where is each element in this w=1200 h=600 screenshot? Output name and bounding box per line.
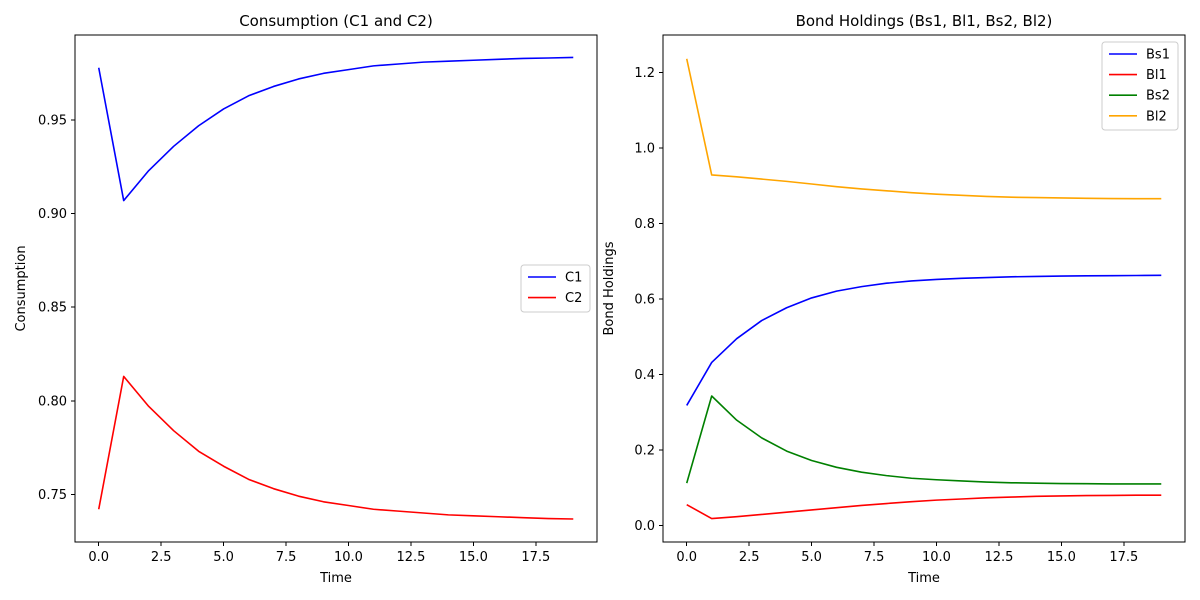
y-tick-label: 0.8 bbox=[634, 217, 655, 232]
legend-box bbox=[1101, 41, 1179, 131]
x-tick-label: 2.5 bbox=[739, 550, 760, 565]
y-tick-label: 0.80 bbox=[38, 394, 67, 409]
y-axis-label: Consumption bbox=[14, 245, 29, 331]
series-line-bs2 bbox=[685, 395, 1162, 485]
bond-holdings-chart: Bond Holdings (Bs1, Bl1, Bs2, Bl2) Time … bbox=[602, 12, 1186, 586]
series-line-c2 bbox=[97, 375, 574, 520]
legend-label: Bs2 bbox=[1146, 89, 1170, 104]
x-tick-label: 15.0 bbox=[1047, 550, 1076, 565]
x-tick-label: 12.5 bbox=[984, 550, 1013, 565]
y-tick-label: 1.2 bbox=[634, 66, 655, 81]
series-line-bl2 bbox=[685, 58, 1162, 200]
series-line-c1 bbox=[97, 56, 574, 202]
chart-title: Consumption (C1 and C2) bbox=[239, 12, 433, 30]
legend: Bs1 Bl1 Bs2 Bl2 bbox=[1101, 41, 1179, 131]
x-tick-label: 5.0 bbox=[213, 550, 234, 565]
axis-ticks: 0.0 2.5 5.0 7.5 10.0 12.5 15.0 17.5 0.0 0.2 0.4 0.6… bbox=[634, 66, 1138, 565]
x-tick-label: 7.5 bbox=[864, 550, 885, 565]
x-tick-label: 2.5 bbox=[151, 550, 172, 565]
y-tick-label: 0.75 bbox=[38, 488, 67, 503]
y-tick-label: 0.2 bbox=[634, 443, 655, 458]
x-tick-label: 7.5 bbox=[276, 550, 297, 565]
series-line-bs1 bbox=[686, 274, 1162, 406]
legend-label: Bl1 bbox=[1146, 68, 1167, 83]
y-tick-label: 0.90 bbox=[38, 207, 67, 222]
y-tick-label: 0.95 bbox=[38, 114, 67, 129]
x-tick-label: 10.0 bbox=[334, 550, 363, 565]
series-lines bbox=[685, 58, 1162, 520]
y-tick-label: 0.4 bbox=[634, 368, 655, 383]
series-lines bbox=[97, 56, 574, 520]
legend-label: C2 bbox=[565, 291, 582, 306]
axis-ticks: 0.0 2.5 5.0 7.5 10.0 12.5 15.0 17.5 0.75 0.80 0.85… bbox=[38, 114, 550, 565]
series-line-bl1 bbox=[686, 494, 1162, 520]
x-tick-label: 0.0 bbox=[676, 550, 697, 565]
y-tick-label: 1.0 bbox=[634, 142, 655, 157]
y-axis-label: Bond Holdings bbox=[602, 241, 617, 335]
chart-title: Bond Holdings (Bs1, Bl1, Bs2, Bl2) bbox=[796, 12, 1053, 30]
x-tick-label: 12.5 bbox=[396, 550, 425, 565]
x-tick-label: 10.0 bbox=[922, 550, 951, 565]
x-tick-label: 17.5 bbox=[521, 550, 550, 565]
x-tick-label: 5.0 bbox=[801, 550, 822, 565]
x-tick-label: 0.0 bbox=[88, 550, 109, 565]
y-tick-label: 0.85 bbox=[38, 301, 67, 316]
x-tick-label: 17.5 bbox=[1109, 550, 1138, 565]
y-tick-label: 0.0 bbox=[634, 519, 655, 534]
legend-label: C1 bbox=[565, 271, 582, 286]
legend-label: Bs1 bbox=[1146, 48, 1170, 63]
legend-label: Bl2 bbox=[1146, 109, 1167, 124]
x-tick-label: 15.0 bbox=[459, 550, 488, 565]
consumption-chart: Consumption (C1 and C2) Time Consumption… bbox=[14, 12, 598, 586]
y-tick-label: 0.6 bbox=[634, 293, 655, 308]
plot-frame bbox=[74, 34, 598, 543]
x-axis-label: Time bbox=[907, 571, 940, 586]
x-axis-label: Time bbox=[319, 571, 352, 586]
plot-frame bbox=[662, 34, 1186, 543]
